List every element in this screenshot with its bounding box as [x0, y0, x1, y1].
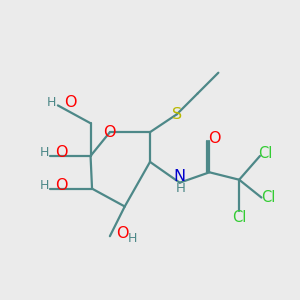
Text: O: O: [116, 226, 129, 241]
Text: O: O: [103, 125, 116, 140]
Text: O: O: [208, 130, 221, 146]
Text: Cl: Cl: [261, 190, 275, 205]
Text: H: H: [176, 182, 186, 195]
Text: Cl: Cl: [232, 210, 247, 225]
Text: H: H: [47, 96, 56, 109]
Text: Cl: Cl: [258, 146, 272, 161]
Text: O: O: [55, 146, 68, 160]
Text: O: O: [64, 95, 77, 110]
Text: H: H: [40, 179, 49, 192]
Text: O: O: [55, 178, 68, 193]
Text: N: N: [174, 169, 186, 184]
Text: H: H: [40, 146, 49, 160]
Text: H: H: [128, 232, 137, 245]
Text: S: S: [172, 107, 182, 122]
